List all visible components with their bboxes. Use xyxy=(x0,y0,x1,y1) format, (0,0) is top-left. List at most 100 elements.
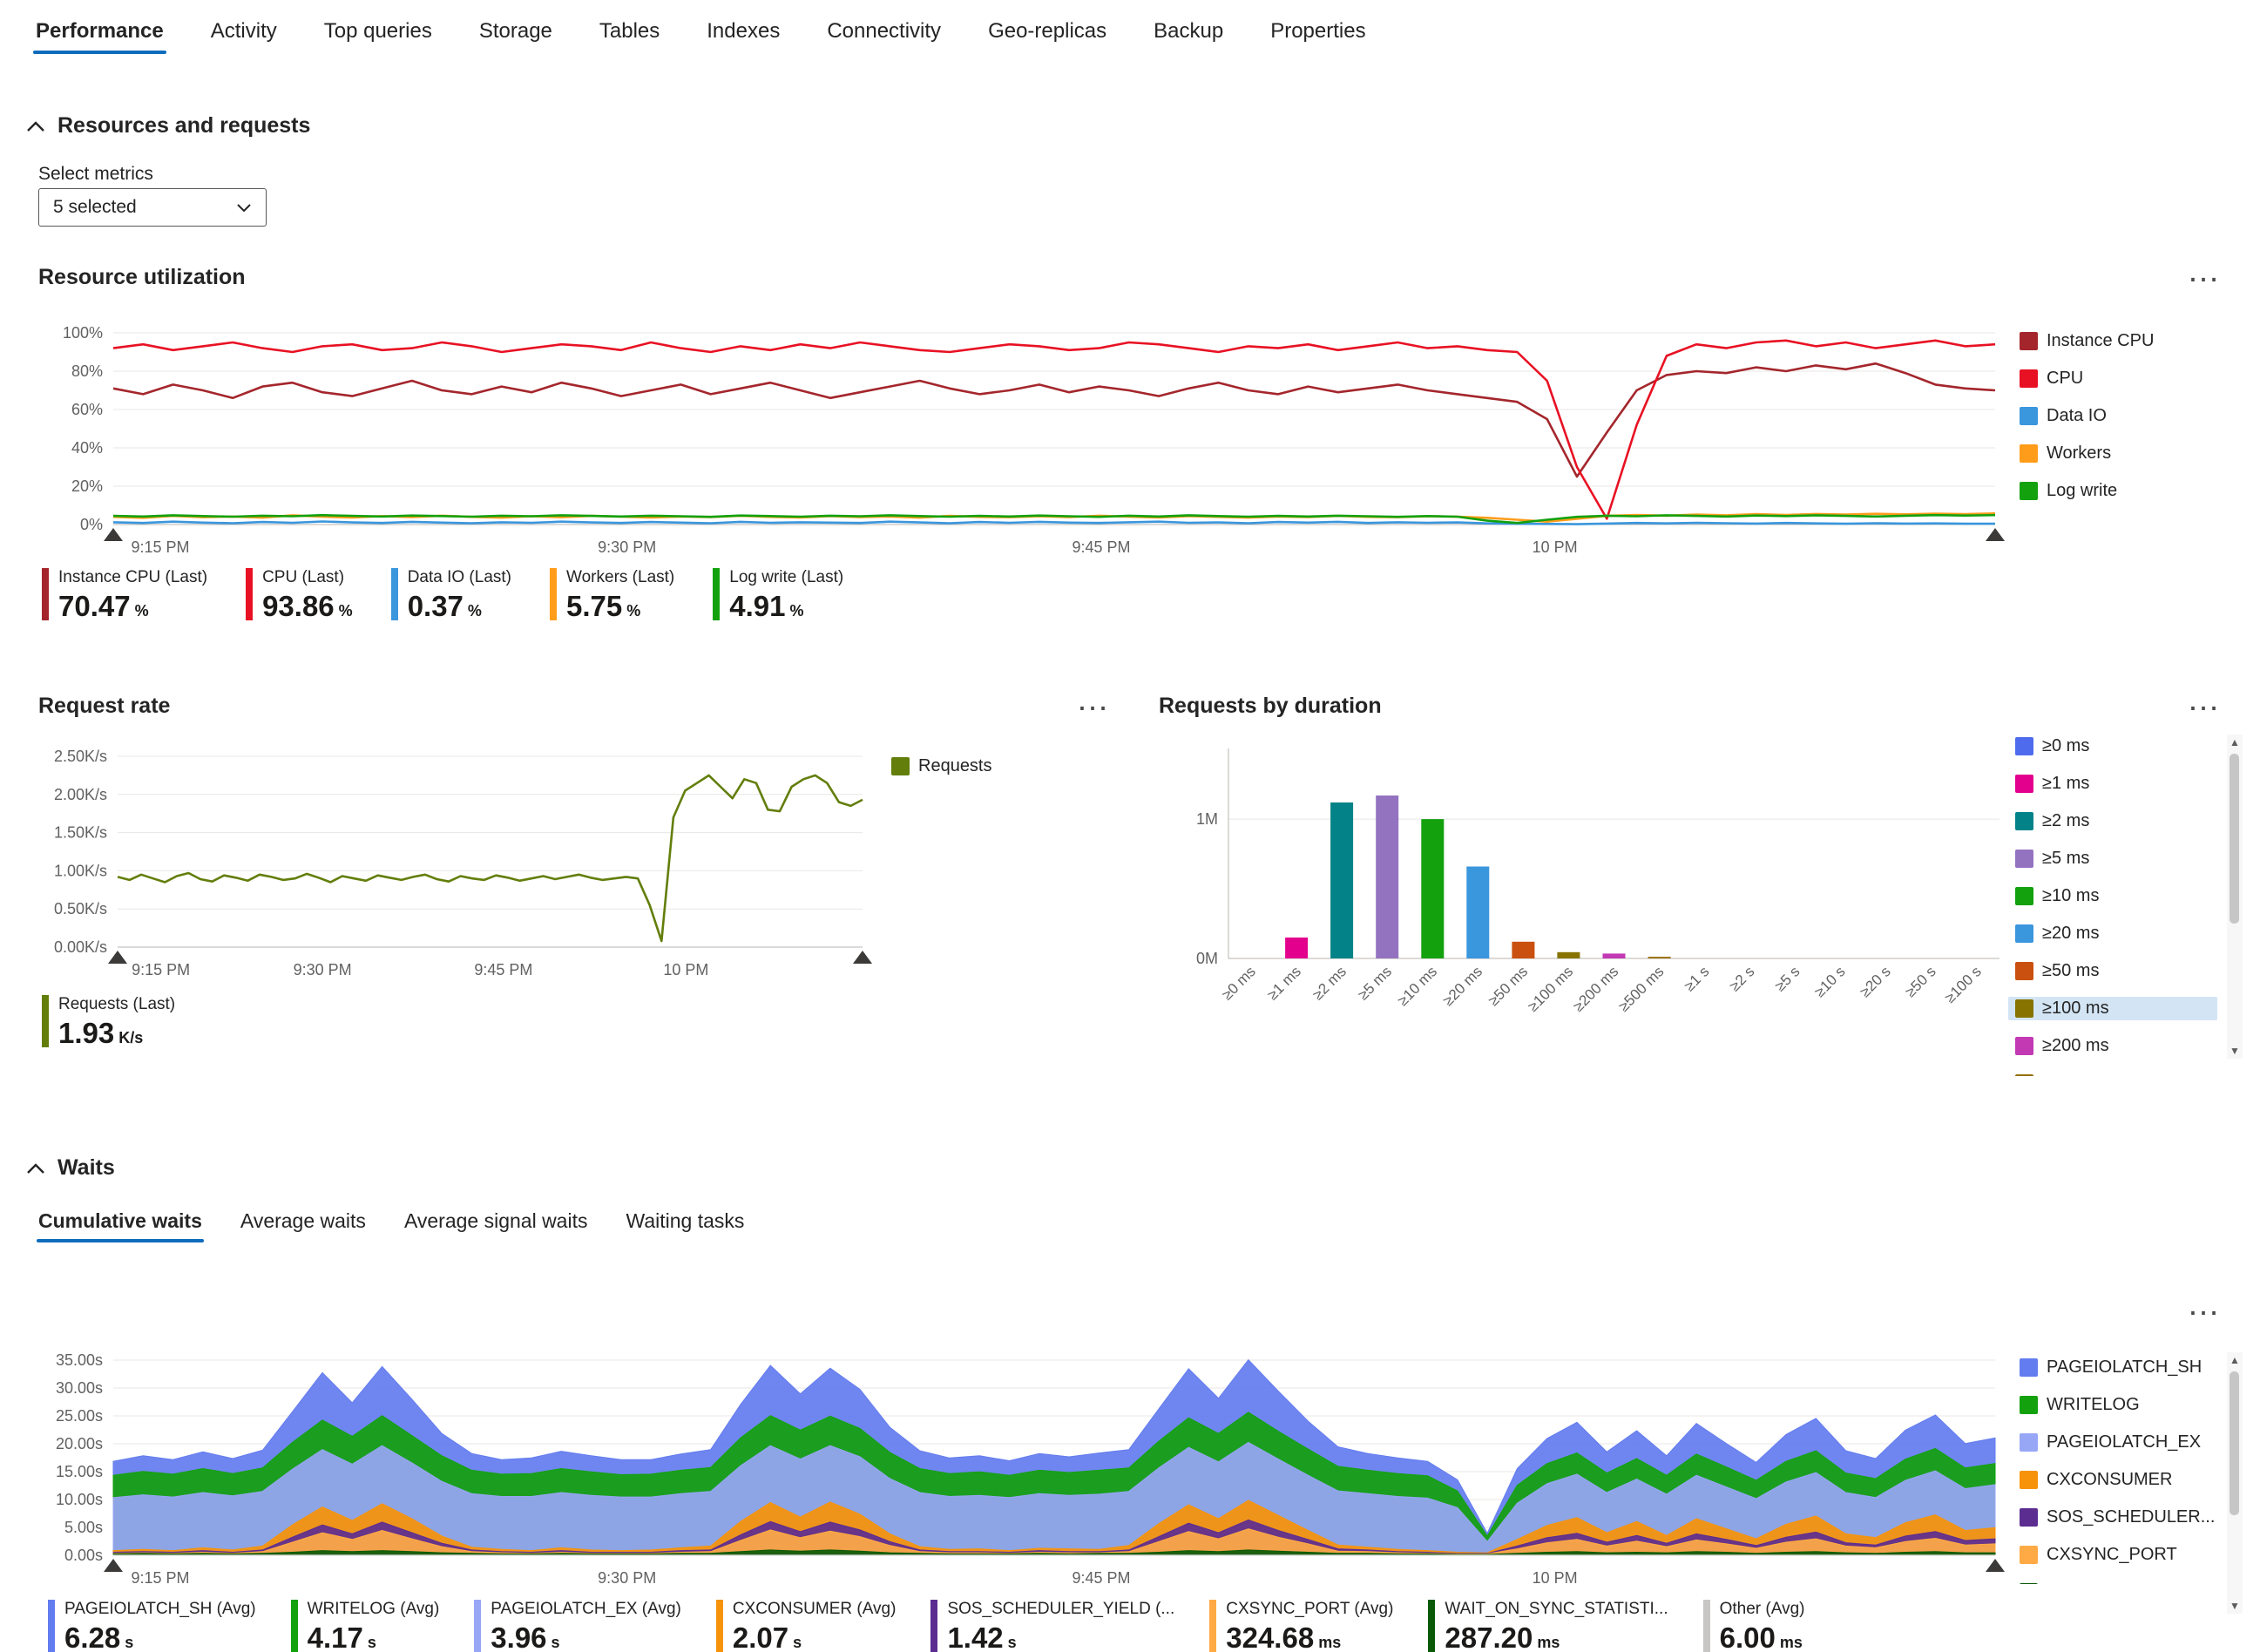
legend-swatch-icon xyxy=(2020,1358,2038,1377)
collapse-resources-button[interactable] xyxy=(26,120,45,132)
tab-waiting-tasks[interactable]: Waiting tasks xyxy=(606,1197,763,1250)
request-rate-metric-cards: Requests (Last) 1.93 K/s xyxy=(42,995,175,1050)
metric-label: Other (Avg) xyxy=(1719,1600,1805,1618)
svg-text:9:45 PM: 9:45 PM xyxy=(1072,538,1130,556)
waits-handle-left[interactable] xyxy=(104,1559,123,1572)
legend-item-20-ms[interactable]: ≥20 ms xyxy=(2008,922,2217,945)
metric-label: PAGEIOLATCH_EX (Avg) xyxy=(491,1600,681,1618)
legend-item-pageiolatch-ex[interactable]: PAGEIOLATCH_EX xyxy=(2013,1431,2216,1454)
legend-item-requests[interactable]: Requests xyxy=(884,755,999,778)
tab-performance[interactable]: Performance xyxy=(12,3,187,63)
tab-geo-replicas[interactable]: Geo-replicas xyxy=(964,3,1130,63)
resource-utilization-title: Resource utilization xyxy=(38,265,246,289)
legend-swatch-icon xyxy=(2015,1037,2033,1055)
tab-storage[interactable]: Storage xyxy=(456,3,576,63)
svg-text:10.00s: 10.00s xyxy=(56,1491,103,1508)
svg-text:10 PM: 10 PM xyxy=(1533,1569,1578,1587)
legend-label: ≥1 ms xyxy=(2042,774,2090,793)
legend-item-sos-scheduler[interactable]: SOS_SCHEDULER... xyxy=(2013,1506,2216,1529)
tab-top-queries[interactable]: Top queries xyxy=(301,3,456,63)
legend-label: PAGEIOLATCH_EX xyxy=(2047,1432,2202,1452)
svg-text:0.00K/s: 0.00K/s xyxy=(54,938,107,956)
request-rate-handle-left[interactable] xyxy=(108,951,127,964)
svg-text:60%: 60% xyxy=(71,401,103,418)
legend-swatch-icon xyxy=(2020,1546,2038,1564)
scroll-up-icon[interactable]: ▲ xyxy=(2230,736,2240,748)
legend-item-cxsync-port[interactable]: CXSYNC_PORT xyxy=(2013,1543,2216,1567)
legend-item-cxconsumer[interactable]: CXCONSUMER xyxy=(2013,1468,2216,1492)
legend-item-10-ms[interactable]: ≥10 ms xyxy=(2008,884,2217,908)
metric-color-bar xyxy=(713,568,721,620)
legend-item-pageiolatch-sh[interactable]: PAGEIOLATCH_SH xyxy=(2013,1356,2216,1379)
svg-text:9:15 PM: 9:15 PM xyxy=(131,1569,189,1587)
legend-item-1-ms[interactable]: ≥1 ms xyxy=(2008,772,2217,796)
scrollbar-thumb[interactable] xyxy=(2230,754,2239,924)
tab-connectivity[interactable]: Connectivity xyxy=(803,3,964,63)
legend-label: ≥0 ms xyxy=(2042,736,2090,755)
waits-more-button[interactable]: … xyxy=(2187,1286,2222,1323)
metric-label: WAIT_ON_SYNC_STATISTI... xyxy=(1445,1600,1668,1618)
metric-unit: % xyxy=(626,602,641,620)
collapse-waits-button[interactable] xyxy=(26,1162,45,1175)
tab-properties[interactable]: Properties xyxy=(1247,3,1389,63)
requests-by-duration-more-button[interactable]: … xyxy=(2187,681,2222,718)
scroll-down-icon[interactable]: ▼ xyxy=(2230,1045,2240,1057)
request-rate-more-button[interactable]: … xyxy=(1076,681,1111,718)
legend-item-data-io[interactable]: Data IO xyxy=(2013,404,2161,428)
metric-color-bar xyxy=(246,568,254,620)
legend-item-50-ms[interactable]: ≥50 ms xyxy=(2008,959,2217,983)
legend-item-200-ms[interactable]: ≥200 ms xyxy=(2008,1034,2217,1058)
tab-average-waits[interactable]: Average waits xyxy=(221,1197,385,1250)
svg-text:30.00s: 30.00s xyxy=(56,1379,103,1397)
time-range-handle-right[interactable] xyxy=(1986,528,2005,541)
tab-cumulative-waits[interactable]: Cumulative waits xyxy=(19,1197,221,1250)
requests-by-duration-title: Requests by duration xyxy=(1159,694,1382,718)
waits-legend-scrollbar[interactable]: ▲ ▼ xyxy=(2227,1352,2243,1614)
legend-label: ≥200 ms xyxy=(2042,1036,2109,1055)
metric-unit: s xyxy=(367,1634,376,1651)
time-range-handle-left[interactable] xyxy=(104,528,123,541)
metric-color-bar xyxy=(390,568,398,620)
tab-tables[interactable]: Tables xyxy=(576,3,683,63)
legend-item-wait-on-sync[interactable]: WAIT_ON_SYNC... xyxy=(2013,1581,2216,1584)
legend-item-instance-cpu[interactable]: Instance CPU xyxy=(2013,329,2161,353)
tab-backup[interactable]: Backup xyxy=(1130,3,1247,63)
legend-item-5-ms[interactable]: ≥5 ms xyxy=(2008,847,2217,870)
legend-item-cpu[interactable]: CPU xyxy=(2013,367,2161,390)
legend-item-100-ms[interactable]: ≥100 ms xyxy=(2008,997,2217,1020)
legend-item-2-ms[interactable]: ≥2 ms xyxy=(2008,809,2217,833)
metric-label: CXSYNC_PORT (Avg) xyxy=(1226,1600,1394,1618)
cumulative-waits-chart: 0.00s 5.00s 10.00s 15.00s 20.00s 25.00s 30.00s… xyxy=(48,1346,2008,1608)
legend-label: WAIT_ON_SYNC... xyxy=(2047,1582,2198,1584)
metric-label: CPU (Last) xyxy=(262,568,345,586)
request-rate-chart: 0.00K/s 0.50K/s 1.00K/s 1.50K/s 2.00K/s 2.50K… xyxy=(48,742,876,991)
tab-activity[interactable]: Activity xyxy=(187,3,301,63)
legend-item-log-write[interactable]: Log write xyxy=(2013,479,2161,503)
tab-indexes[interactable]: Indexes xyxy=(683,3,803,63)
scroll-down-icon[interactable]: ▼ xyxy=(2230,1600,2240,1612)
waits-handle-right[interactable] xyxy=(1986,1559,2005,1572)
svg-text:≥2 s: ≥2 s xyxy=(1726,963,1757,994)
resource-utilization-more-button[interactable]: … xyxy=(2187,253,2222,289)
tab-average-signal-waits[interactable]: Average signal waits xyxy=(385,1197,607,1250)
metric-color-bar xyxy=(1702,1600,1710,1652)
scrollbar-thumb[interactable] xyxy=(2230,1371,2239,1515)
resource-utilization-legend: Instance CPU CPU Data IO Workers Log write xyxy=(2013,329,2161,503)
legend-item-0-ms[interactable]: ≥0 ms xyxy=(2008,735,2217,758)
legend-item-500-ms[interactable]: ≥500 ms xyxy=(2008,1072,2217,1076)
metric-label: Workers (Last) xyxy=(566,568,675,586)
svg-text:9:15 PM: 9:15 PM xyxy=(131,538,189,556)
metric-unit: ms xyxy=(1537,1634,1560,1651)
request-rate-handle-right[interactable] xyxy=(853,951,872,964)
legend-item-workers[interactable]: Workers xyxy=(2013,442,2161,465)
legend-swatch-icon xyxy=(2015,887,2033,905)
metric-value: 324.68 xyxy=(1226,1622,1315,1652)
metric-unit: ms xyxy=(1779,1634,1803,1651)
duration-legend-scrollbar[interactable]: ▲ ▼ xyxy=(2227,735,2243,1059)
legend-item-writelog[interactable]: WRITELOG xyxy=(2013,1393,2216,1417)
legend-swatch-icon xyxy=(2020,444,2038,463)
metrics-dropdown[interactable]: 5 selected xyxy=(38,188,267,227)
scroll-up-icon[interactable]: ▲ xyxy=(2230,1354,2240,1366)
svg-text:9:30 PM: 9:30 PM xyxy=(294,961,352,978)
legend-label: PAGEIOLATCH_SH xyxy=(2047,1357,2202,1377)
